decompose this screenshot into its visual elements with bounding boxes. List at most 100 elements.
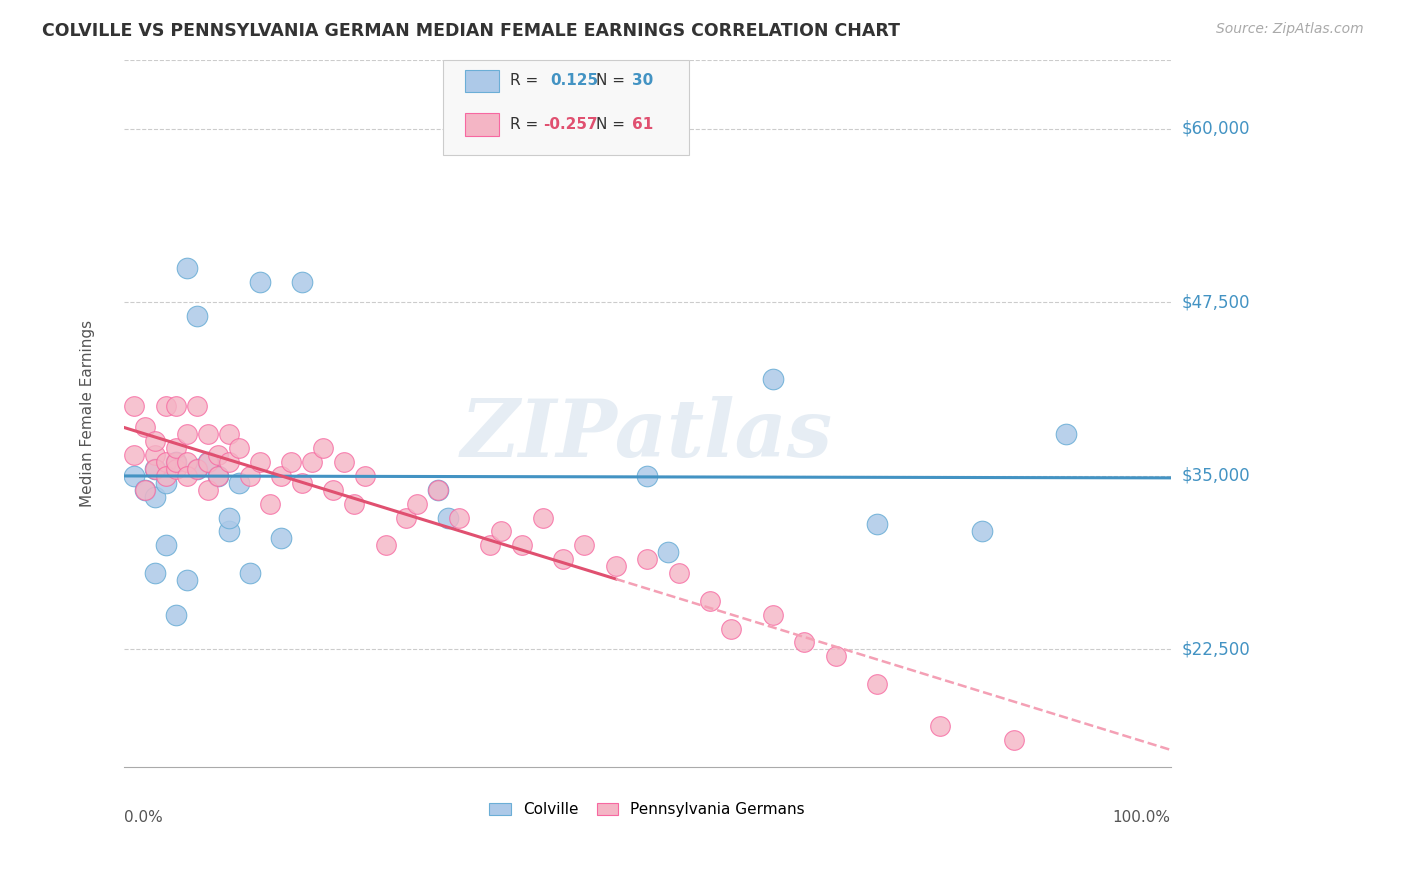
Point [186, 310, 208, 324]
Point [176, 573, 198, 587]
Point [668, 566, 690, 580]
Point [824, 649, 846, 664]
Point [479, 538, 502, 552]
Point [207, 448, 229, 462]
Point [218, 427, 240, 442]
Point [406, 497, 429, 511]
Point [143, 448, 166, 462]
Point [489, 524, 512, 539]
Point [531, 510, 554, 524]
Point [291, 275, 314, 289]
Point [165, 400, 187, 414]
Point [186, 462, 208, 476]
Point [165, 455, 187, 469]
Point [793, 635, 815, 649]
Point [353, 468, 375, 483]
Point [322, 483, 344, 497]
Text: R =: R = [510, 117, 543, 132]
Point [720, 622, 742, 636]
Point [207, 468, 229, 483]
Point [699, 593, 721, 607]
Point [143, 490, 166, 504]
Point [636, 552, 658, 566]
Legend: Colville, Pennsylvania Germans: Colville, Pennsylvania Germans [484, 796, 811, 823]
Text: Source: ZipAtlas.com: Source: ZipAtlas.com [1216, 22, 1364, 37]
Point [165, 607, 187, 622]
Text: R =: R = [510, 73, 543, 88]
Point [197, 455, 219, 469]
FancyBboxPatch shape [443, 60, 689, 155]
Text: COLVILLE VS PENNSYLVANIA GERMAN MEDIAN FEMALE EARNINGS CORRELATION CHART: COLVILLE VS PENNSYLVANIA GERMAN MEDIAN F… [42, 22, 900, 40]
Point [197, 483, 219, 497]
Point [238, 468, 260, 483]
Point [186, 400, 208, 414]
Point [165, 462, 187, 476]
Point [176, 427, 198, 442]
Point [134, 483, 156, 497]
Point [343, 497, 366, 511]
Point [176, 455, 198, 469]
Point [124, 400, 146, 414]
Point [228, 475, 250, 490]
Point [176, 260, 198, 275]
Point [270, 531, 292, 545]
Point [249, 455, 271, 469]
Point [929, 718, 952, 732]
Point [270, 468, 292, 483]
Point [134, 483, 156, 497]
Text: N =: N = [596, 117, 630, 132]
Point [636, 468, 658, 483]
Point [197, 455, 219, 469]
Point [143, 434, 166, 449]
Point [155, 475, 177, 490]
FancyBboxPatch shape [465, 113, 499, 136]
Point [426, 483, 449, 497]
Point [332, 455, 354, 469]
Point [176, 468, 198, 483]
Point [574, 538, 596, 552]
Point [197, 427, 219, 442]
Point [218, 524, 240, 539]
Point [155, 455, 177, 469]
Text: N =: N = [596, 73, 630, 88]
Point [1054, 427, 1077, 442]
Text: 61: 61 [631, 117, 652, 132]
Text: $35,000: $35,000 [1181, 467, 1250, 485]
Point [866, 677, 889, 691]
Point [437, 510, 460, 524]
Point [510, 538, 533, 552]
Point [218, 510, 240, 524]
Point [605, 559, 627, 574]
Point [124, 468, 146, 483]
Text: ZIPatlas: ZIPatlas [461, 396, 834, 474]
Point [207, 468, 229, 483]
Text: 30: 30 [631, 73, 652, 88]
Point [228, 441, 250, 455]
Point [553, 552, 575, 566]
Point [291, 475, 314, 490]
Point [447, 510, 470, 524]
Point [657, 545, 679, 559]
Text: 100.0%: 100.0% [1112, 810, 1171, 825]
Point [165, 455, 187, 469]
Text: 0.125: 0.125 [550, 73, 598, 88]
Text: $22,500: $22,500 [1181, 640, 1250, 658]
Text: Median Female Earnings: Median Female Earnings [80, 320, 94, 507]
FancyBboxPatch shape [465, 70, 499, 92]
Point [155, 400, 177, 414]
Point [155, 538, 177, 552]
Text: 0.0%: 0.0% [124, 810, 163, 825]
Point [143, 462, 166, 476]
Point [426, 483, 449, 497]
Point [143, 566, 166, 580]
Point [186, 462, 208, 476]
Point [762, 372, 785, 386]
Point [124, 448, 146, 462]
Point [249, 275, 271, 289]
Point [134, 420, 156, 434]
Point [301, 455, 323, 469]
Point [218, 455, 240, 469]
Text: -0.257: -0.257 [544, 117, 598, 132]
Text: $60,000: $60,000 [1181, 120, 1250, 138]
Point [972, 524, 994, 539]
